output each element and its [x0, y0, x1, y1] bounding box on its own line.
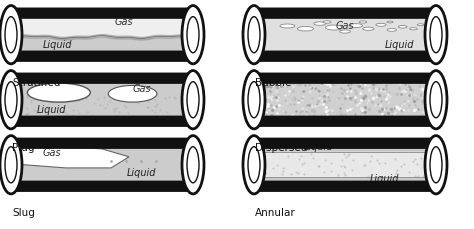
- Ellipse shape: [5, 147, 17, 183]
- FancyBboxPatch shape: [10, 144, 194, 186]
- Ellipse shape: [410, 29, 417, 31]
- Ellipse shape: [430, 82, 442, 118]
- Text: Plug: Plug: [12, 142, 35, 152]
- Ellipse shape: [182, 71, 204, 129]
- Text: Gas: Gas: [132, 83, 151, 93]
- Ellipse shape: [243, 6, 265, 65]
- Ellipse shape: [0, 6, 22, 65]
- Ellipse shape: [108, 86, 157, 103]
- Ellipse shape: [187, 18, 199, 54]
- Ellipse shape: [425, 27, 431, 29]
- FancyBboxPatch shape: [254, 15, 436, 56]
- FancyBboxPatch shape: [11, 80, 193, 121]
- Ellipse shape: [387, 22, 393, 24]
- Ellipse shape: [363, 28, 374, 31]
- Text: Annular: Annular: [255, 207, 296, 217]
- Text: Gas: Gas: [336, 20, 354, 30]
- Ellipse shape: [359, 22, 367, 24]
- Text: Dispersed: Dispersed: [255, 142, 307, 152]
- FancyBboxPatch shape: [253, 144, 437, 186]
- Text: Slug: Slug: [12, 207, 35, 217]
- FancyBboxPatch shape: [253, 14, 437, 57]
- FancyBboxPatch shape: [11, 144, 193, 185]
- Ellipse shape: [248, 82, 260, 118]
- Ellipse shape: [5, 18, 17, 54]
- Ellipse shape: [398, 26, 407, 29]
- Ellipse shape: [0, 71, 22, 129]
- Text: Stratified: Stratified: [12, 77, 60, 87]
- Ellipse shape: [182, 136, 204, 194]
- FancyBboxPatch shape: [10, 14, 194, 57]
- Ellipse shape: [425, 136, 447, 194]
- Text: Liquid: Liquid: [370, 173, 400, 183]
- FancyBboxPatch shape: [254, 80, 436, 121]
- Ellipse shape: [182, 6, 204, 65]
- Ellipse shape: [314, 23, 326, 26]
- Text: Liquid: Liquid: [42, 39, 72, 49]
- Ellipse shape: [425, 71, 447, 129]
- Ellipse shape: [323, 22, 331, 24]
- Text: Liquid: Liquid: [384, 40, 414, 50]
- Ellipse shape: [417, 25, 424, 27]
- Text: Gas: Gas: [114, 16, 133, 27]
- FancyBboxPatch shape: [11, 37, 193, 56]
- Ellipse shape: [5, 82, 17, 118]
- Ellipse shape: [187, 82, 199, 118]
- Ellipse shape: [339, 31, 350, 34]
- Ellipse shape: [280, 25, 295, 29]
- FancyBboxPatch shape: [253, 79, 437, 122]
- Ellipse shape: [243, 71, 265, 129]
- Text: Liquid: Liquid: [37, 105, 66, 115]
- Ellipse shape: [243, 136, 265, 194]
- Ellipse shape: [349, 25, 363, 28]
- FancyBboxPatch shape: [11, 15, 193, 39]
- Ellipse shape: [425, 6, 447, 65]
- FancyBboxPatch shape: [10, 79, 194, 122]
- Ellipse shape: [430, 147, 442, 183]
- Ellipse shape: [297, 27, 313, 32]
- Text: Gas: Gas: [42, 147, 61, 157]
- Text: Liquid: Liquid: [303, 141, 333, 151]
- Polygon shape: [14, 147, 129, 168]
- Ellipse shape: [187, 147, 199, 183]
- Ellipse shape: [326, 26, 343, 31]
- Ellipse shape: [248, 18, 260, 54]
- Ellipse shape: [0, 136, 22, 194]
- Ellipse shape: [27, 84, 91, 103]
- Text: Liquid: Liquid: [127, 167, 156, 177]
- Ellipse shape: [248, 147, 260, 183]
- FancyBboxPatch shape: [254, 144, 436, 185]
- Ellipse shape: [387, 29, 397, 32]
- FancyBboxPatch shape: [255, 152, 436, 178]
- Ellipse shape: [430, 18, 442, 54]
- Ellipse shape: [376, 24, 386, 27]
- Text: Bubble: Bubble: [255, 77, 292, 87]
